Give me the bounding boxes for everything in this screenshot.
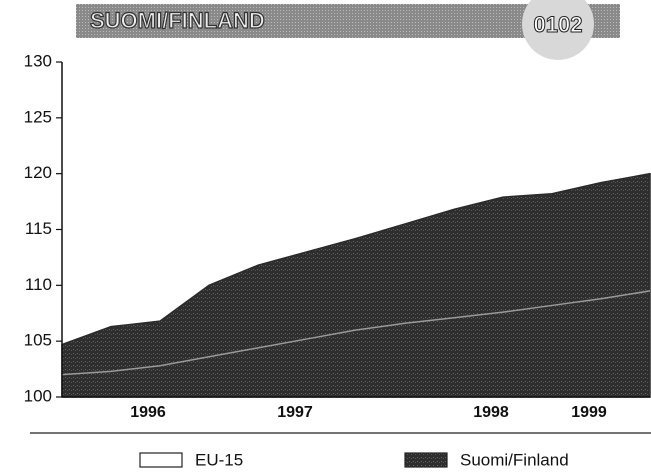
y-tick-label: 120 — [24, 163, 52, 182]
x-tick-label: 1996 — [130, 404, 166, 421]
area — [61, 172, 651, 398]
y-tick-label: 130 — [24, 51, 52, 70]
y-tick-label: 115 — [25, 219, 52, 238]
line — [61, 290, 651, 376]
badge-circle — [522, 0, 594, 60]
legend-label: Suomi/Finland — [460, 450, 569, 469]
y-tick-label: 105 — [24, 331, 52, 350]
legend-label: EU-15 — [195, 450, 243, 469]
y-tick-label: 100 — [24, 386, 52, 405]
legend-swatch — [139, 452, 183, 468]
x-tick-label: 1999 — [571, 404, 607, 421]
chart-title: SUOMI/FINLAND — [90, 8, 265, 33]
y-tick-label: 110 — [25, 275, 52, 294]
x-tick-label: 1997 — [277, 404, 313, 421]
badge: 0102 — [534, 12, 583, 37]
x-tick-label: 1998 — [473, 404, 509, 421]
legend-swatch — [404, 452, 448, 468]
y-tick-label: 125 — [24, 107, 52, 126]
